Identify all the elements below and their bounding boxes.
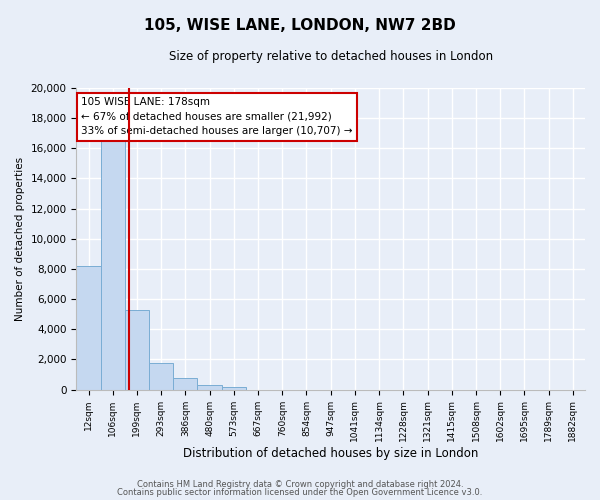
Title: Size of property relative to detached houses in London: Size of property relative to detached ho… [169, 50, 493, 63]
Bar [222, 386, 246, 390]
X-axis label: Distribution of detached houses by size in London: Distribution of detached houses by size … [183, 447, 478, 460]
Text: Contains public sector information licensed under the Open Government Licence v3: Contains public sector information licen… [118, 488, 482, 497]
Text: Contains HM Land Registry data © Crown copyright and database right 2024.: Contains HM Land Registry data © Crown c… [137, 480, 463, 489]
Bar [197, 385, 222, 390]
Bar [125, 310, 149, 390]
Bar [173, 378, 197, 390]
Y-axis label: Number of detached properties: Number of detached properties [15, 156, 25, 321]
Bar [76, 266, 101, 390]
Bar [149, 363, 173, 390]
Text: 105 WISE LANE: 178sqm
← 67% of detached houses are smaller (21,992)
33% of semi-: 105 WISE LANE: 178sqm ← 67% of detached … [82, 97, 353, 136]
Text: 105, WISE LANE, LONDON, NW7 2BD: 105, WISE LANE, LONDON, NW7 2BD [144, 18, 456, 32]
Bar [101, 140, 125, 390]
